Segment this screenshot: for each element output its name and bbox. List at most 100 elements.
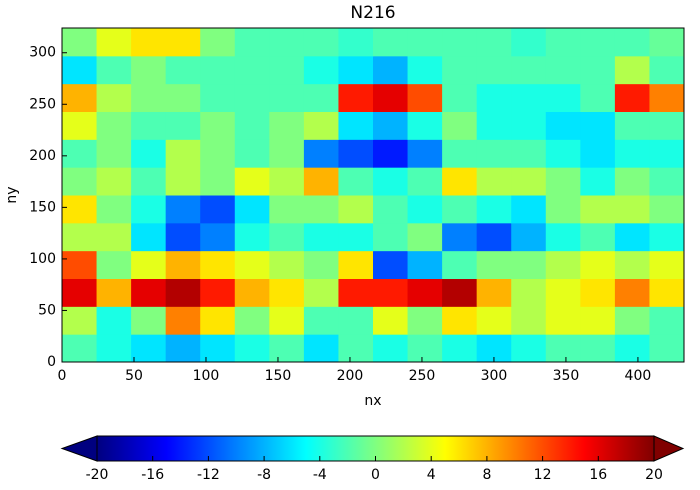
chart-title: N216 — [350, 3, 395, 23]
heatmap-cell — [96, 306, 132, 335]
heatmap-cell — [165, 222, 201, 252]
heatmap — [62, 28, 685, 363]
heatmap-cell — [62, 111, 98, 140]
heatmap-cell — [200, 55, 236, 85]
heatmap-cell — [303, 250, 339, 279]
heatmap-cell — [269, 167, 305, 196]
heatmap-cell — [545, 222, 581, 252]
heatmap-cell — [580, 278, 616, 307]
heatmap-cell — [165, 55, 201, 85]
heatmap-cell — [511, 222, 547, 252]
heatmap-cell — [165, 111, 201, 140]
heatmap-cell — [338, 55, 374, 85]
heatmap-cell — [234, 306, 270, 335]
heatmap-cell — [303, 83, 339, 112]
heatmap-cell — [476, 28, 512, 57]
heatmap-cell — [62, 334, 98, 363]
heatmap-cell — [303, 28, 339, 57]
heatmap-cell — [96, 55, 132, 85]
heatmap-cell — [545, 83, 581, 112]
x-axis-label: nx — [364, 393, 381, 409]
heatmap-cell — [614, 167, 650, 196]
colorbar-tick-label: 8 — [482, 467, 491, 483]
heatmap-cell — [131, 55, 167, 85]
heatmap-cell — [373, 250, 409, 279]
heatmap-cell — [580, 306, 616, 335]
heatmap-cell — [545, 195, 581, 224]
heatmap-cell — [373, 28, 409, 57]
heatmap-cell — [580, 167, 616, 196]
heatmap-cell — [442, 139, 478, 168]
heatmap-cell — [96, 167, 132, 196]
heatmap-cell — [200, 250, 236, 279]
heatmap-cell — [442, 306, 478, 335]
heatmap-cell — [131, 306, 167, 335]
heatmap-cell — [62, 83, 98, 112]
heatmap-cell — [269, 195, 305, 224]
heatmap-cell — [165, 139, 201, 168]
heatmap-cell — [511, 306, 547, 335]
heatmap-cell — [442, 83, 478, 112]
heatmap-cell — [580, 28, 616, 57]
colorbar-tick-label: 20 — [645, 467, 663, 483]
heatmap-cell — [614, 111, 650, 140]
heatmap-cell — [96, 139, 132, 168]
heatmap-cell — [338, 278, 374, 307]
heatmap-cell — [476, 167, 512, 196]
heatmap-cell — [442, 55, 478, 85]
heatmap-cell — [442, 250, 478, 279]
heatmap-cell — [234, 195, 270, 224]
heatmap-cell — [545, 111, 581, 140]
heatmap-cell — [649, 111, 685, 140]
heatmap-cell — [580, 195, 616, 224]
heatmap-cell — [580, 334, 616, 363]
heatmap-cell — [131, 334, 167, 363]
heatmap-cell — [649, 306, 685, 335]
x-tick-label: 250 — [409, 368, 436, 384]
heatmap-cell — [545, 139, 581, 168]
heatmap-cell — [269, 83, 305, 112]
heatmap-cell — [165, 278, 201, 307]
heatmap-cell — [62, 250, 98, 279]
heatmap-cell — [580, 83, 616, 112]
heatmap-cell — [580, 250, 616, 279]
heatmap-cell — [476, 55, 512, 85]
heatmap-cell — [200, 28, 236, 57]
heatmap-cell — [407, 222, 443, 252]
plot-frame — [61, 27, 685, 363]
heatmap-cell — [614, 55, 650, 85]
heatmap-cell — [131, 28, 167, 57]
heatmap-cell — [96, 83, 132, 112]
heatmap-cell — [580, 55, 616, 85]
y-tick-label: 150 — [29, 199, 56, 215]
heatmap-cell — [131, 167, 167, 196]
heatmap-cell — [338, 139, 374, 168]
heatmap-cell — [476, 306, 512, 335]
heatmap-cell — [269, 55, 305, 85]
heatmap-cell — [511, 278, 547, 307]
heatmap-cell — [62, 55, 98, 85]
heatmap-cell — [511, 83, 547, 112]
heatmap-cell — [442, 334, 478, 363]
heatmap-cell — [614, 83, 650, 112]
heatmap-cell — [614, 334, 650, 363]
heatmap-cell — [338, 111, 374, 140]
heatmap-cell — [614, 306, 650, 335]
heatmap-cell — [234, 111, 270, 140]
heatmap-cell — [200, 278, 236, 307]
heatmap-cell — [442, 278, 478, 307]
heatmap-cell — [62, 222, 98, 252]
heatmap-cell — [96, 222, 132, 252]
x-tick-label: 300 — [481, 368, 508, 384]
heatmap-cell — [545, 278, 581, 307]
heatmap-cell — [200, 334, 236, 363]
heatmap-cell — [62, 306, 98, 335]
heatmap-cell — [234, 250, 270, 279]
heatmap-cell — [511, 250, 547, 279]
heatmap-cell — [373, 167, 409, 196]
heatmap-cell — [200, 306, 236, 335]
heatmap-cell — [614, 222, 650, 252]
heatmap-cell — [580, 111, 616, 140]
heatmap-cell — [303, 111, 339, 140]
heatmap-cell — [303, 306, 339, 335]
